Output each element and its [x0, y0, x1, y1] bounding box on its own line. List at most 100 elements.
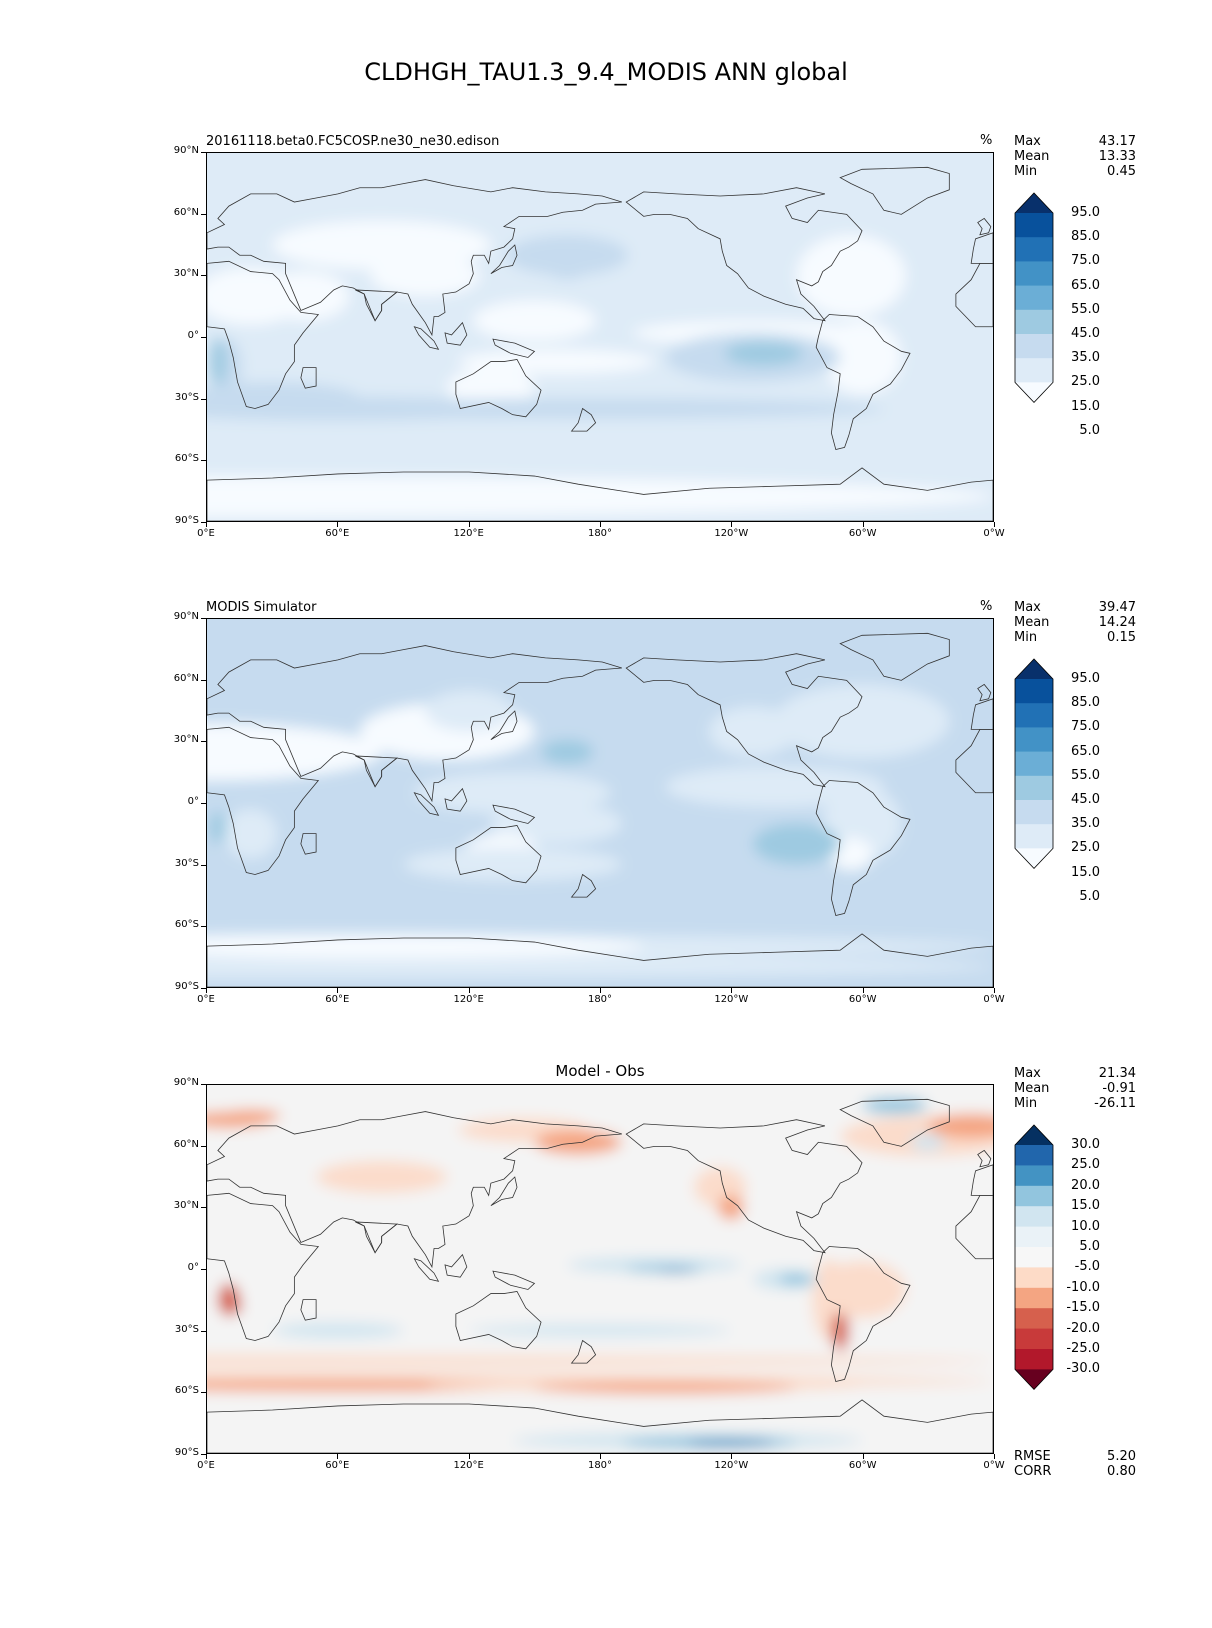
- lon-tick-label: 0°E: [197, 1460, 215, 1471]
- lon-tick-label: 120°W: [714, 1460, 749, 1471]
- stat-label-mean: Mean: [1014, 1081, 1050, 1096]
- lat-tick-label: 30°N: [173, 734, 199, 746]
- lon-tick-label: 60°W: [848, 1460, 877, 1471]
- lat-tick-mark: [201, 1330, 206, 1332]
- colorbar-segment: [1015, 775, 1053, 801]
- colorbar-segment: [1015, 1185, 1053, 1207]
- lat-tick-label: 60°S: [174, 919, 199, 931]
- lat-tick-mark: [201, 618, 206, 619]
- lon-tick-label: 180°: [587, 528, 613, 539]
- lon-tick-mark: [468, 1454, 470, 1459]
- field-region: [658, 1269, 694, 1274]
- lon-tick-mark: [600, 988, 601, 993]
- lon-tick-label: 60°W: [848, 994, 877, 1005]
- colorbar-segment: [1015, 1206, 1053, 1228]
- stat-label-max: Max: [1014, 600, 1041, 615]
- stat-value-mean: 13.33: [1098, 149, 1136, 164]
- lon-tick-label: 60°E: [325, 1460, 350, 1471]
- colorbar-tick-label: -30.0: [1066, 1361, 1100, 1377]
- coastline-n_america: [625, 187, 863, 322]
- colorbar-segment: [1015, 237, 1053, 262]
- panel-units: %: [980, 599, 993, 614]
- stat-value-max: 39.47: [1098, 600, 1136, 615]
- lat-tick-label: 60°N: [173, 206, 199, 218]
- coastline-newguinea: [492, 1270, 536, 1290]
- lat-tick-label: 0°: [187, 1262, 199, 1273]
- lon-tick-mark: [600, 1454, 601, 1459]
- lat-tick-label: 90°N: [173, 145, 199, 156]
- colorbar-tick-label: 10.0: [1071, 1218, 1100, 1234]
- lon-tick-mark: [994, 1454, 995, 1459]
- lon-tick-label: 60°E: [325, 994, 350, 1005]
- coastline-japan: [490, 710, 518, 740]
- lon-tick-mark: [206, 1454, 207, 1459]
- lon-tick-label: 120°E: [453, 1460, 484, 1471]
- colorbar-segment: [1015, 679, 1053, 704]
- field-region: [534, 1129, 622, 1155]
- lat-tick-mark: [201, 1454, 206, 1455]
- coastline-newguinea: [492, 804, 536, 824]
- colorbar-tick-label: 35.0: [1071, 350, 1100, 366]
- lat-tick-mark: [201, 926, 206, 928]
- field-region: [469, 1324, 732, 1337]
- colorbar-outline: [1014, 1124, 1054, 1390]
- field-region: [261, 271, 349, 321]
- coastline-eurasia: [207, 1111, 622, 1269]
- colorbar-outline: [1014, 658, 1054, 869]
- field-region: [458, 349, 655, 374]
- colorbar-segment: [1015, 213, 1053, 238]
- lon-tick-label: 0°E: [197, 994, 215, 1005]
- lon-tick-mark: [862, 1454, 864, 1459]
- colorbar-tick-label: 35.0: [1071, 816, 1100, 832]
- lon-tick-mark: [337, 1454, 339, 1459]
- coastline-borneo: [444, 787, 468, 812]
- lat-tick-label: 30°S: [174, 1323, 199, 1335]
- panel-title-left: MODIS Simulator: [206, 600, 317, 615]
- lat-tick-label: 60°S: [174, 453, 199, 465]
- coastline-greenland: [839, 1098, 950, 1147]
- lon-tick-label: 120°W: [714, 994, 749, 1005]
- field-region: [822, 320, 902, 395]
- coastline-s_america: [815, 780, 911, 916]
- lat-tick-mark: [201, 460, 206, 462]
- lat-tick-label: 60°N: [173, 1138, 199, 1150]
- coastline-newguinea: [492, 338, 536, 358]
- lon-tick-label: 60°W: [848, 528, 877, 539]
- lon-tick-label: 60°E: [325, 528, 350, 539]
- coastline-europe_w: [970, 1164, 993, 1196]
- lon-tick-mark: [862, 522, 864, 527]
- lat-tick-mark: [201, 1269, 206, 1270]
- lat-tick-mark: [201, 1084, 206, 1085]
- stat-value-rmse: 5.20: [1107, 1449, 1136, 1464]
- coastline-antarctica: [207, 467, 993, 521]
- field-region: [207, 933, 644, 959]
- colorbar: [1014, 192, 1054, 403]
- lat-tick-label: 60°N: [173, 672, 199, 684]
- colorbar-tick-label: 5.0: [1079, 422, 1100, 438]
- lat-tick-label: 90°S: [174, 515, 199, 526]
- lon-tick-mark: [731, 988, 733, 993]
- lat-tick-mark: [201, 803, 206, 804]
- coastline-uk: [977, 1149, 992, 1168]
- colorbar-tick-label: -20.0: [1066, 1320, 1100, 1336]
- field-region: [831, 1309, 849, 1351]
- stat-label-mean: Mean: [1014, 615, 1050, 630]
- colorbar-tick-label: 15.0: [1071, 864, 1100, 880]
- coastline-africa: [207, 260, 320, 409]
- map-plot: [206, 618, 994, 988]
- stat-value-corr: 0.80: [1107, 1464, 1136, 1479]
- map-plot: [206, 152, 994, 522]
- colorbar-tick-label: 75.0: [1071, 253, 1100, 269]
- colorbar-segment: [1015, 1287, 1053, 1309]
- figure-title: CLDHGH_TAU1.3_9.4_MODIS ANN global: [364, 58, 848, 86]
- coastline-sumatra: [413, 326, 440, 350]
- lat-tick-mark: [201, 398, 206, 400]
- lat-tick-label: 30°N: [173, 1200, 199, 1212]
- coastline-eurasia: [207, 645, 622, 803]
- stat-value-min: 0.15: [1107, 630, 1136, 645]
- colorbar-tick-label: 55.0: [1071, 301, 1100, 317]
- stat-label-min: Min: [1014, 1096, 1038, 1111]
- field-region: [862, 1097, 928, 1114]
- lat-tick-label: 90°S: [174, 981, 199, 992]
- lat-tick-mark: [201, 275, 206, 277]
